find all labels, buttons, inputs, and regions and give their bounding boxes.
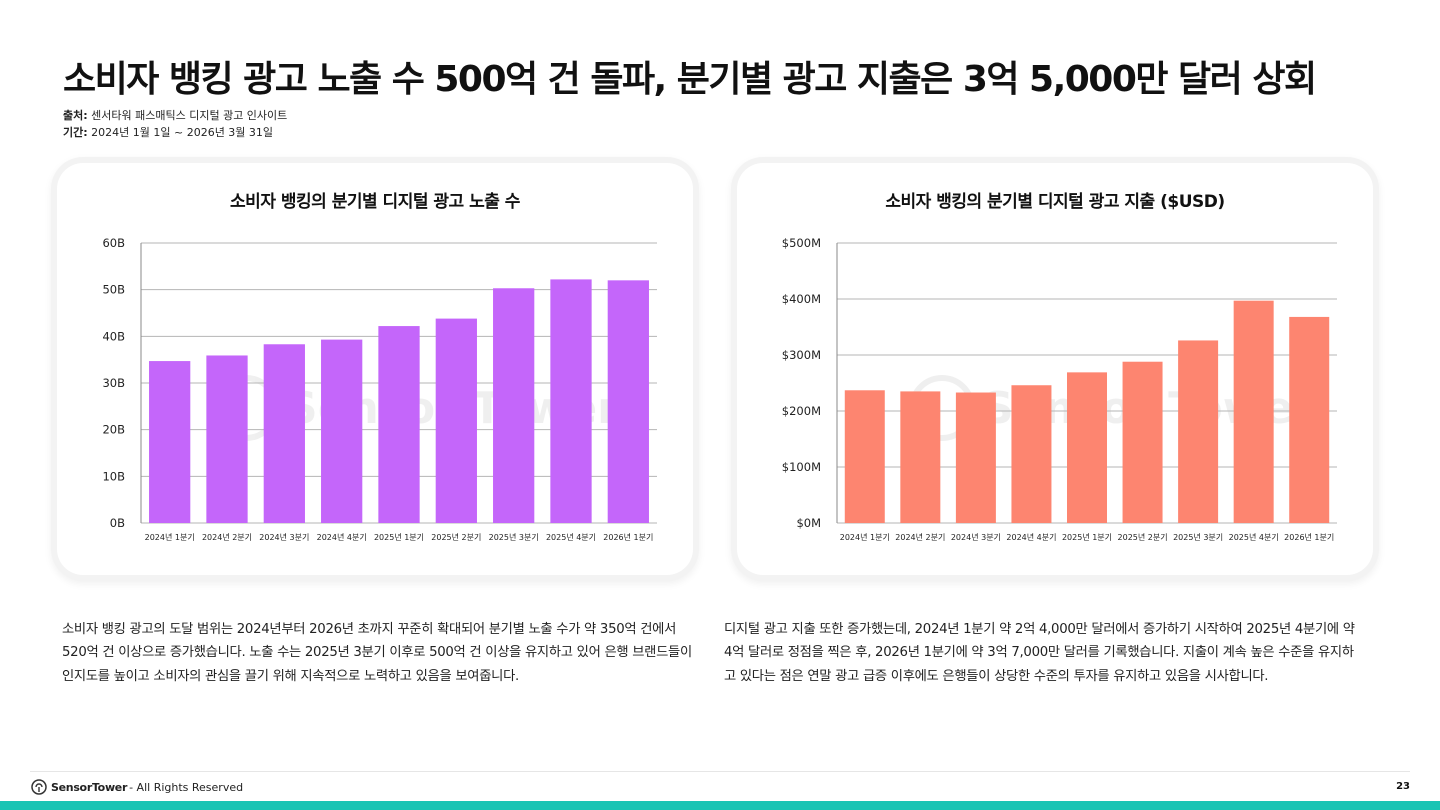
bar-4 — [321, 339, 363, 523]
bar-3 — [263, 344, 305, 523]
bar-8 — [550, 279, 592, 523]
y-tick-label: 20B — [102, 423, 125, 437]
bar-7 — [493, 288, 535, 523]
bar-9 — [1289, 316, 1330, 523]
footer-logo: SensorTower - All Rights Reserved — [31, 779, 243, 795]
source-value: 센서타워 패스매틱스 디지털 광고 인사이트 — [91, 109, 288, 122]
y-tick-label: $200M — [782, 404, 821, 418]
impressions-chart-title: 소비자 뱅킹의 분기별 디지털 광고 노출 수 — [230, 192, 520, 212]
x-tick-label: 2024년 4분기 — [317, 532, 367, 542]
spend-description: 디지털 광고 지출 또한 증가했는데, 2024년 1분기 약 2억 4,000… — [724, 622, 1355, 684]
x-tick-label: 2025년 4분기 — [1229, 532, 1279, 542]
footer-brand: SensorTower — [51, 780, 128, 794]
bar-6 — [435, 318, 477, 523]
bar-4 — [1011, 385, 1052, 523]
bar-8 — [1233, 300, 1274, 523]
footer-divider — [30, 771, 1410, 772]
x-tick-label: 2026년 1분기 — [603, 532, 653, 542]
impressions-description: 소비자 뱅킹 광고의 도달 범위는 2024년부터 2026년 초까지 꾸준히 … — [62, 622, 692, 684]
y-tick-label: 40B — [102, 329, 125, 343]
x-tick-label: 2025년 3분기 — [489, 532, 539, 542]
y-tick-label: 50B — [102, 283, 125, 297]
source-line: 출처: 센서타워 패스매틱스 디지털 광고 인사이트 — [63, 107, 287, 123]
period-label: 기간: — [63, 126, 88, 139]
spend-chart-card: 소비자 뱅킹의 분기별 디지털 광고 지출 ($USD) Sensor Towe… — [737, 163, 1373, 575]
bar-2 — [900, 391, 941, 523]
y-tick-label: 60B — [102, 236, 125, 250]
x-tick-label: 2025년 2분기 — [431, 532, 481, 542]
bar-5 — [378, 326, 420, 523]
impressions-chart-card: 소비자 뱅킹의 분기별 디지털 광고 노출 수 Sensor Tower 0B 10… — [57, 163, 693, 575]
period-line: 기간: 2024년 1월 1일 ~ 2026년 3월 31일 — [63, 124, 273, 140]
bar-5 — [1067, 372, 1107, 523]
bar-9 — [607, 280, 649, 523]
bar-2 — [206, 355, 248, 523]
y-tick-label: 30B — [102, 376, 125, 390]
x-tick-label: 2024년 2분기 — [202, 532, 252, 542]
x-tick-label: 2024년 1분기 — [145, 532, 195, 542]
spend-chart-title: 소비자 뱅킹의 분기별 디지털 광고 지출 ($USD) — [885, 192, 1225, 212]
y-tick-label: $400M — [782, 292, 821, 306]
bar-3 — [955, 392, 996, 523]
x-tick-label: 2025년 3분기 — [1173, 532, 1223, 542]
sensor-tower-logo-icon — [31, 779, 47, 795]
x-tick-label: 2024년 1분기 — [840, 532, 890, 542]
x-tick-label: 2024년 4분기 — [1006, 532, 1056, 542]
spend-chart: Sensor Tower$0M$100M$200M$300M$400M$500M… — [782, 236, 1337, 542]
x-tick-label: 2025년 4분기 — [546, 532, 596, 542]
y-tick-label: $0M — [796, 516, 821, 530]
x-tick-label: 2025년 1분기 — [374, 532, 424, 542]
x-tick-label: 2025년 1분기 — [1062, 532, 1112, 542]
x-tick-label: 2024년 2분기 — [895, 532, 945, 542]
y-tick-label: 10B — [102, 469, 125, 483]
x-tick-label: 2025년 2분기 — [1118, 532, 1168, 542]
x-tick-label: 2024년 3분기 — [259, 532, 309, 542]
source-label: 출처: — [63, 109, 88, 122]
footer-rights: - All Rights Reserved — [129, 780, 244, 794]
bar-1 — [149, 361, 191, 523]
period-value: 2024년 1월 1일 ~ 2026년 3월 31일 — [91, 126, 274, 139]
y-tick-label: $300M — [782, 348, 821, 362]
bar-6 — [1122, 361, 1163, 523]
bar-7 — [1178, 340, 1219, 523]
page-title: 소비자 뱅킹 광고 노출 수 500억 건 돌파, 분기별 광고 지출은 3억 … — [63, 59, 1317, 100]
page-number: 23 — [1396, 781, 1410, 792]
bottom-accent-bar — [0, 801, 1440, 810]
y-tick-label: $100M — [782, 460, 821, 474]
x-tick-label: 2024년 3분기 — [951, 532, 1001, 542]
y-tick-label: 0B — [110, 516, 125, 530]
bar-1 — [844, 390, 885, 523]
x-tick-label: 2026년 1분기 — [1284, 532, 1334, 542]
y-tick-label: $500M — [782, 236, 821, 250]
